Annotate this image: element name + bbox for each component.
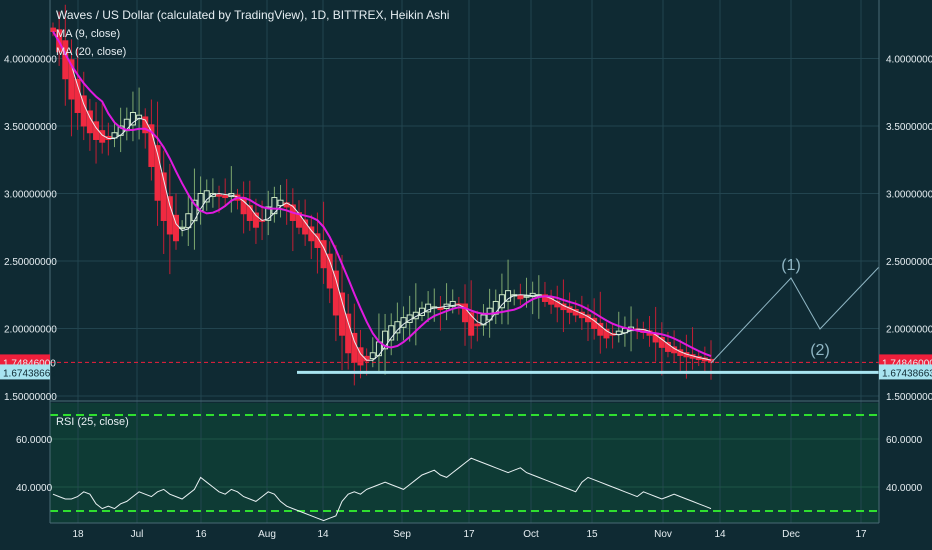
y-tick-left-2: 3.00000000 (4, 189, 57, 200)
y-tick-right-1: 3.50000000 (886, 122, 932, 133)
y-tick-right-5: 1.50000000 (886, 392, 932, 403)
candle-body-37 (277, 199, 284, 207)
candle-body-65 (449, 300, 456, 307)
rsi-y-tick-right-0: 60.0000 (886, 435, 923, 446)
projection-path (710, 266, 880, 364)
rsi-title: RSI (25, close) (56, 416, 129, 428)
x-tick-8: 15 (586, 529, 598, 540)
y-tick-right-4: 2.00000000 (886, 324, 932, 335)
projection-label-2: (2) (810, 342, 830, 359)
y-tick-right-3: 2.50000000 (886, 257, 932, 268)
candle-body-56 (394, 321, 401, 334)
candle-body-40 (295, 212, 302, 228)
grid (50, 0, 879, 523)
y-tick-left-5: 1.50000000 (4, 392, 57, 403)
candle-body-18 (160, 172, 167, 221)
candle-body-19 (166, 196, 173, 235)
rsi-y-tick-left-0: 60.0000 (16, 435, 53, 446)
candle-body-68 (468, 312, 475, 336)
x-tick-2: 16 (195, 529, 207, 540)
support-tag-1: 1.67438663 (882, 368, 932, 379)
chart-title: Waves / US Dollar (calculated by Trading… (56, 8, 449, 22)
candle-body-99 (658, 337, 665, 348)
candle-body-52 (369, 352, 376, 360)
x-tick-5: Sep (393, 529, 411, 540)
y-tick-left-3: 2.50000000 (4, 257, 57, 268)
candle-body-25 (203, 190, 210, 203)
x-tick-12: 17 (855, 529, 867, 540)
candle-body-0 (50, 27, 56, 32)
candle-body-33 (252, 212, 259, 228)
candle-body-67 (462, 303, 469, 323)
candle-body-41 (302, 219, 309, 235)
support-tag-0: 1.67438663 (3, 368, 56, 379)
candle-body-32 (246, 205, 253, 221)
x-tick-10: 14 (714, 529, 726, 540)
candle-body-49 (351, 332, 358, 363)
candle-body-28 (222, 195, 229, 199)
candle-body-17 (154, 145, 161, 201)
candle-body-5 (80, 95, 87, 127)
x-tick-0: 18 (72, 529, 84, 540)
y-tick-left-0: 4.00000000 (4, 54, 57, 65)
candle-body-69 (474, 323, 481, 327)
rsi-plot (50, 414, 879, 522)
support-tag-bg-0 (0, 364, 50, 380)
price-plot: (1) (2) (50, 4, 880, 386)
candle-body-89 (597, 322, 604, 336)
rsi-y-tick-left-1: 40.0000 (16, 483, 53, 494)
x-tick-3: Aug (258, 529, 276, 540)
candle-body-72 (492, 300, 499, 315)
candle-body-46 (332, 270, 339, 316)
x-tick-9: Nov (654, 529, 672, 540)
candle-body-74 (505, 290, 512, 302)
candle-body-90 (603, 328, 610, 339)
candle-body-100 (664, 341, 671, 352)
last-price-tag-1: 1.74846000 (882, 358, 932, 369)
y-tick-right-2: 3.00000000 (886, 189, 932, 200)
candle-body-51 (363, 355, 370, 362)
x-tick-11: Dec (782, 529, 800, 540)
candle-body-76 (517, 294, 524, 300)
y-tick-right-0: 4.00000000 (886, 54, 932, 65)
candle-body-47 (339, 292, 346, 336)
candle-body-20 (172, 214, 179, 242)
ma20-line (52, 30, 712, 358)
rsi-y-tick-right-1: 40.0000 (886, 483, 923, 494)
candle-body-82 (554, 300, 561, 308)
ma9-line (52, 31, 712, 361)
candle-body-77 (523, 295, 530, 298)
candle-body-54 (382, 330, 389, 350)
y-tick-left-4: 2.00000000 (4, 324, 57, 335)
candle-body-35 (265, 206, 272, 221)
legend-ma20: MA (20, close) (56, 46, 126, 58)
candle-body-45 (326, 253, 333, 289)
support-tag-bg-1 (879, 364, 932, 380)
candle-body-27 (216, 194, 223, 197)
candle-body-4 (74, 78, 81, 113)
candle-body-80 (541, 294, 548, 302)
x-tick-1: Jul (131, 529, 144, 540)
y-tick-left-1: 3.50000000 (4, 122, 57, 133)
candle-body-48 (345, 313, 352, 354)
candle-body-13 (129, 111, 136, 126)
last-price-tag-0: 1.74846000 (3, 358, 56, 369)
x-tick-7: Oct (523, 529, 539, 540)
legend-ma9: MA (9, close) (56, 28, 120, 40)
candle-body-3 (68, 59, 75, 100)
x-tick-6: 17 (463, 529, 475, 540)
rsi-line (52, 457, 712, 522)
candle-body-61 (425, 303, 432, 313)
x-tick-4: 14 (317, 529, 329, 540)
candle-body-73 (498, 294, 505, 309)
candle-body-22 (185, 213, 192, 229)
candle-body-55 (388, 325, 395, 341)
projection-label-1: (1) (781, 257, 801, 274)
candle-body-16 (148, 124, 155, 167)
